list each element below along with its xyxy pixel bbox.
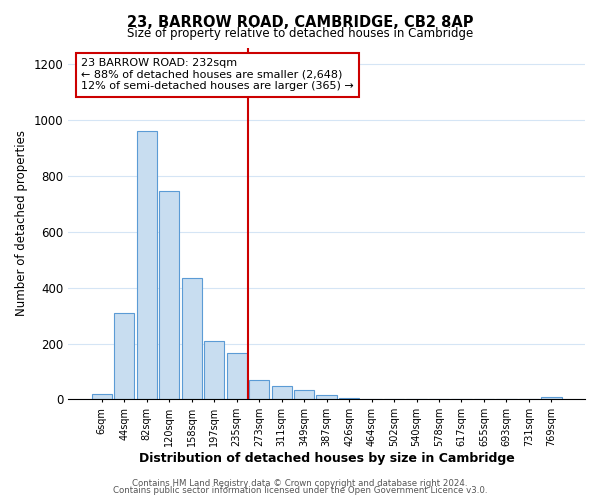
Bar bbox=[339, 398, 359, 400]
Bar bbox=[272, 386, 292, 400]
Text: Contains HM Land Registry data © Crown copyright and database right 2024.: Contains HM Land Registry data © Crown c… bbox=[132, 478, 468, 488]
Bar bbox=[227, 354, 247, 400]
Bar bbox=[204, 341, 224, 400]
Text: 23, BARROW ROAD, CAMBRIDGE, CB2 8AP: 23, BARROW ROAD, CAMBRIDGE, CB2 8AP bbox=[127, 15, 473, 30]
Bar bbox=[249, 380, 269, 400]
Bar bbox=[114, 313, 134, 400]
Text: Contains public sector information licensed under the Open Government Licence v3: Contains public sector information licen… bbox=[113, 486, 487, 495]
Text: Size of property relative to detached houses in Cambridge: Size of property relative to detached ho… bbox=[127, 28, 473, 40]
X-axis label: Distribution of detached houses by size in Cambridge: Distribution of detached houses by size … bbox=[139, 452, 514, 465]
Bar bbox=[159, 192, 179, 400]
Text: 23 BARROW ROAD: 232sqm
← 88% of detached houses are smaller (2,648)
12% of semi-: 23 BARROW ROAD: 232sqm ← 88% of detached… bbox=[81, 58, 354, 92]
Bar bbox=[316, 395, 337, 400]
Bar bbox=[294, 390, 314, 400]
Bar bbox=[137, 132, 157, 400]
Bar bbox=[182, 278, 202, 400]
Bar bbox=[92, 394, 112, 400]
Bar bbox=[541, 396, 562, 400]
Y-axis label: Number of detached properties: Number of detached properties bbox=[15, 130, 28, 316]
